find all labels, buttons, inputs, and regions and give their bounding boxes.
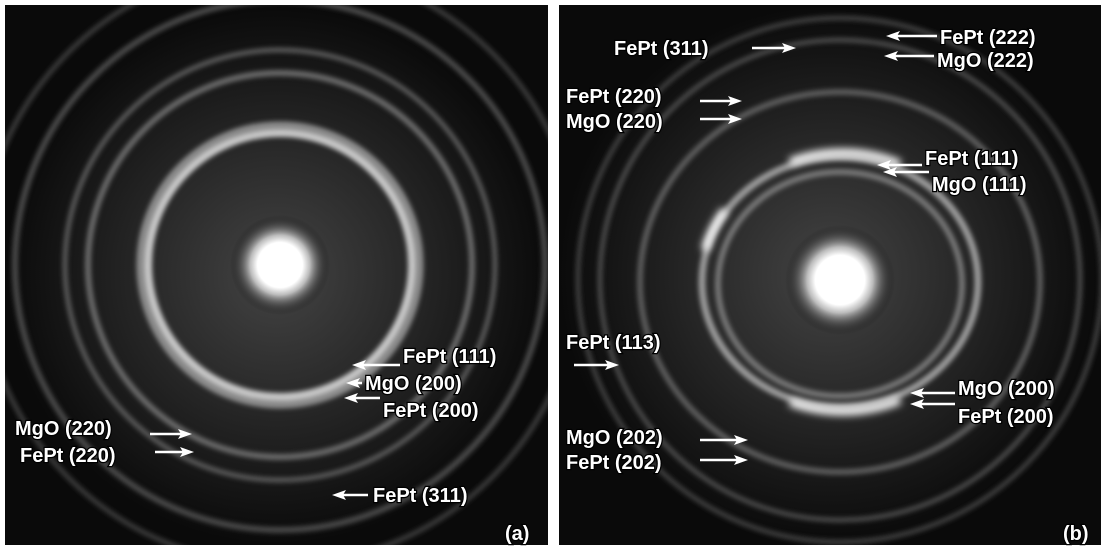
figure: FePt (111) MgO (200) FePt (200) MgO (220) Fe… — [0, 0, 1106, 550]
peak-label: MgO (220) — [15, 418, 112, 440]
peak-label: MgO (200) — [958, 378, 1055, 400]
peak-label: FePt (311) — [373, 485, 467, 507]
panel-a-image — [0, 0, 580, 550]
peak-label: FePt (311) — [614, 38, 708, 60]
peak-label: FePt (202) — [566, 452, 662, 474]
peak-label: MgO (222) — [937, 50, 1034, 72]
peak-label: MgO (202) — [566, 427, 663, 449]
peak-label: FePt (222) — [940, 27, 1036, 49]
peak-label: FePt (220) — [566, 86, 662, 108]
peak-label: MgO (200) — [365, 373, 462, 395]
peak-label: FePt (111) — [403, 346, 496, 368]
peak-label: MgO (220) — [566, 111, 663, 133]
peak-label: MgO (111) — [932, 174, 1026, 196]
peak-label: FePt (220) — [20, 445, 116, 467]
peak-label: FePt (200) — [958, 406, 1054, 428]
peak-label: FePt (111) — [925, 148, 1018, 170]
peak-label: FePt (200) — [383, 400, 479, 422]
peak-label: FePt (113) — [566, 332, 660, 354]
panel-tag: (a) — [505, 523, 529, 545]
panel-tag: (b) — [1063, 523, 1089, 545]
